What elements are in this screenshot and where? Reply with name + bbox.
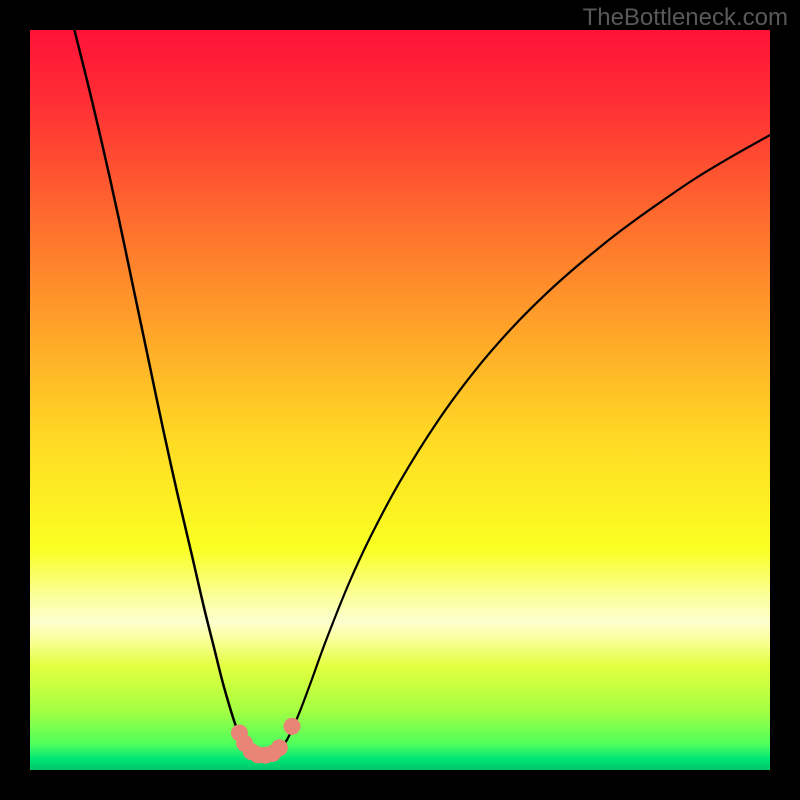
trough-marker (283, 718, 300, 735)
chart-frame: TheBottleneck.com (0, 0, 800, 800)
plot-svg (30, 30, 770, 770)
plot-area (30, 30, 770, 770)
watermark-text: TheBottleneck.com (583, 4, 788, 32)
trough-marker (271, 739, 288, 756)
plot-background (30, 30, 770, 770)
